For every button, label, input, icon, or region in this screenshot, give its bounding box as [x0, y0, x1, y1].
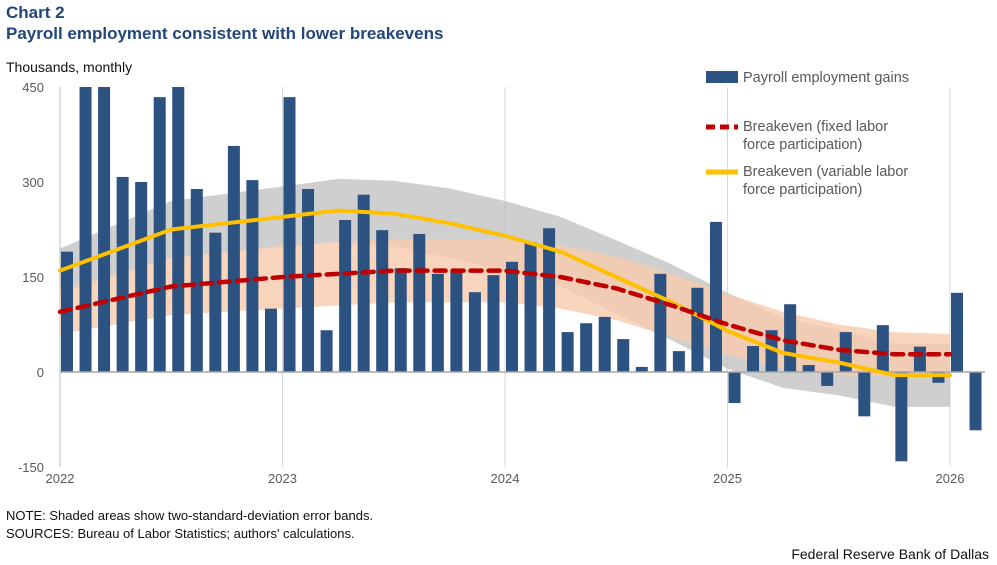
variable-breakeven-line [58, 208, 952, 378]
bar [876, 325, 889, 372]
fixed-breakeven-line [57, 268, 953, 357]
bar [765, 330, 778, 372]
note-text: NOTE: Shaded areas show two-standard-dev… [6, 508, 374, 523]
bar [969, 372, 982, 431]
bar [227, 145, 240, 372]
bar [654, 273, 667, 372]
legend-label-variable-line2: force participation) [743, 182, 862, 198]
bar [246, 180, 259, 372]
bar [784, 304, 797, 372]
bar [543, 228, 556, 372]
bar [98, 87, 111, 373]
legend-label-fixed-line2: force participation) [743, 137, 862, 153]
bar [709, 221, 722, 372]
bar [821, 372, 834, 386]
x-tick-label: 2023 [268, 471, 297, 486]
legend-label-bars: Payroll employment gains [743, 70, 909, 86]
bar [802, 365, 815, 372]
bar [413, 233, 426, 372]
legend-swatch-bars [706, 71, 738, 83]
x-tick-label: 2026 [936, 471, 965, 486]
bar [932, 372, 945, 383]
bar [506, 261, 518, 372]
bar [135, 182, 148, 372]
bar [913, 346, 926, 372]
bar [580, 323, 593, 372]
bar [376, 230, 389, 372]
bar [320, 330, 333, 372]
y-axis-label: Thousands, monthly [6, 59, 133, 75]
bar [209, 232, 222, 372]
bar [672, 351, 685, 372]
bar [691, 287, 704, 372]
bar [264, 308, 277, 372]
bar [394, 268, 407, 372]
credit-text: Federal Reserve Bank of Dallas [791, 546, 989, 562]
bar [450, 271, 463, 372]
y-tick-label: 450 [22, 80, 44, 95]
bar [468, 292, 481, 372]
bar [895, 372, 908, 462]
legend-label-fixed-line1: Breakeven (fixed labor [743, 119, 888, 135]
x-tick-label: 2022 [46, 471, 75, 486]
bar [617, 339, 630, 372]
bar [487, 275, 500, 372]
bar [116, 176, 129, 372]
sources-text: SOURCES: Bureau of Labor Statistics; aut… [6, 526, 355, 541]
bar [79, 87, 92, 373]
bar [190, 188, 203, 372]
bar [858, 372, 871, 417]
x-tick-label: 2025 [713, 471, 742, 486]
chart-label: Chart 2 [6, 3, 65, 22]
bar [561, 332, 574, 372]
bar [283, 97, 296, 372]
bar [357, 194, 370, 372]
y-tick-label: -150 [18, 460, 44, 475]
y-tick-label: 300 [22, 175, 44, 190]
legend-label-variable-line1: Breakeven (variable labor [743, 164, 908, 180]
bar [524, 242, 537, 372]
plot-layer [57, 87, 985, 462]
bar [951, 292, 963, 372]
bar [635, 366, 648, 372]
bar [728, 372, 741, 404]
bar [172, 87, 185, 373]
bar [747, 346, 760, 372]
bar [431, 273, 444, 372]
bar [339, 220, 352, 372]
y-tick-label: 0 [37, 365, 44, 380]
fixed-error-band [60, 239, 950, 377]
y-tick-label: 150 [22, 270, 44, 285]
bar [302, 188, 315, 372]
bar [598, 316, 611, 372]
chart-title: Payroll employment consistent with lower… [6, 24, 444, 43]
x-tick-label: 2024 [491, 471, 520, 486]
